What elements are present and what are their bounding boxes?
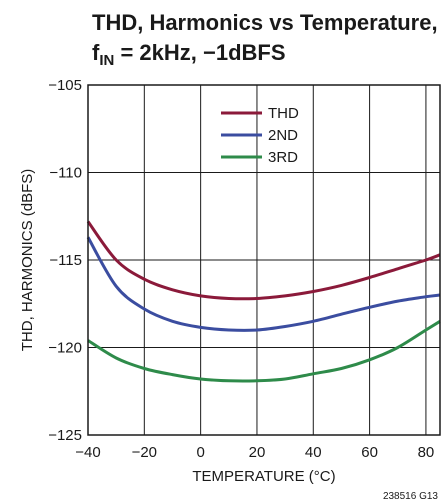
x-tick-label: 40 xyxy=(305,444,322,461)
legend: THD 2ND 3RD xyxy=(221,105,299,166)
legend-label-thd: THD xyxy=(268,105,299,122)
series-line-thd xyxy=(86,220,441,301)
grid xyxy=(88,85,440,435)
x-tick-label: 20 xyxy=(249,444,266,461)
y-tick-label: −120 xyxy=(48,340,82,357)
y-axis-label: THD, HARMONICS (dBFS) xyxy=(19,169,36,352)
x-tick-label: −20 xyxy=(132,444,157,461)
tick-labels: −40 −20 0 20 40 60 80 −105 −110 −115 −120 −125 xyxy=(48,77,434,461)
x-tick-label: 80 xyxy=(418,444,435,461)
x-tick-label: −40 xyxy=(75,444,100,461)
series-line-2nd xyxy=(86,236,441,332)
chart-title-line1: THD, Harmonics vs Temperature, xyxy=(92,10,438,35)
title-subscript: IN xyxy=(99,52,114,69)
title-f: f xyxy=(92,40,100,65)
y-tick-label: −115 xyxy=(49,252,82,269)
y-tick-label: −110 xyxy=(49,165,82,182)
legend-label-3rd: 3RD xyxy=(268,149,298,166)
x-tick-label: 0 xyxy=(196,444,204,461)
chart-title-line2: fIN = 2kHz, −1dBFS xyxy=(92,40,286,69)
title-suffix: = 2kHz, −1dBFS xyxy=(114,40,285,65)
x-tick-label: 60 xyxy=(361,444,378,461)
series-lines xyxy=(86,220,441,383)
plot-frame xyxy=(87,84,441,436)
series-line-3rd xyxy=(87,320,441,383)
figure-id: 238516 G13 xyxy=(383,491,438,502)
legend-label-2nd: 2ND xyxy=(268,127,298,144)
y-tick-label: −125 xyxy=(48,427,82,444)
y-tick-label: −105 xyxy=(48,77,82,94)
x-axis-label: TEMPERATURE (°C) xyxy=(192,468,335,485)
